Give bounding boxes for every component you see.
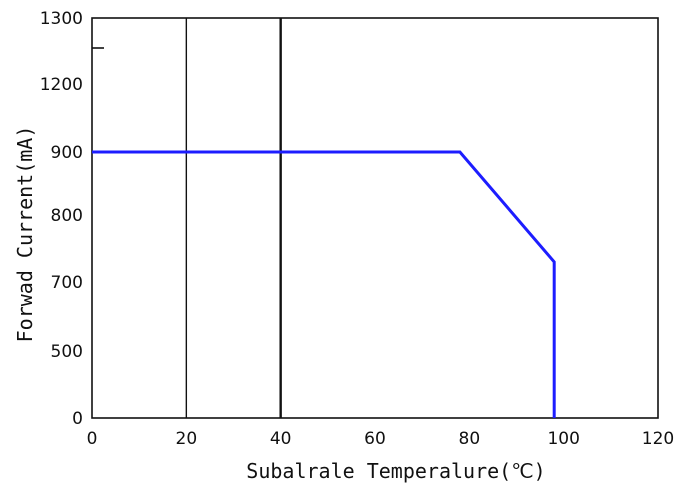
y-axis-title: Forwad Current(mA) xyxy=(13,126,37,343)
y-tick-label-1200: 1200 xyxy=(40,75,83,95)
x-tick-label-0: 0 xyxy=(87,429,98,449)
x-tick-label-80: 80 xyxy=(459,429,481,449)
y-tick-label-0: 0 xyxy=(72,409,83,429)
x-tick-label-100: 100 xyxy=(547,429,579,449)
x-tick-label-20: 20 xyxy=(176,429,198,449)
x-tick-label-40: 40 xyxy=(270,429,292,449)
y-tick-label-900: 900 xyxy=(51,143,83,163)
series-line-0 xyxy=(92,150,556,418)
y-tick-label-500: 500 xyxy=(51,342,83,362)
y-tick-label-800: 800 xyxy=(51,206,83,226)
plot-area-frame xyxy=(91,17,659,419)
x-axis-title: Subalrale Temperalure(℃) xyxy=(246,459,545,483)
y-tick-label-1300: 1300 xyxy=(40,9,83,29)
x-tick-label-60: 60 xyxy=(364,429,386,449)
y-tick-label-700: 700 xyxy=(51,273,83,293)
x-tick-label-120: 120 xyxy=(642,429,674,449)
